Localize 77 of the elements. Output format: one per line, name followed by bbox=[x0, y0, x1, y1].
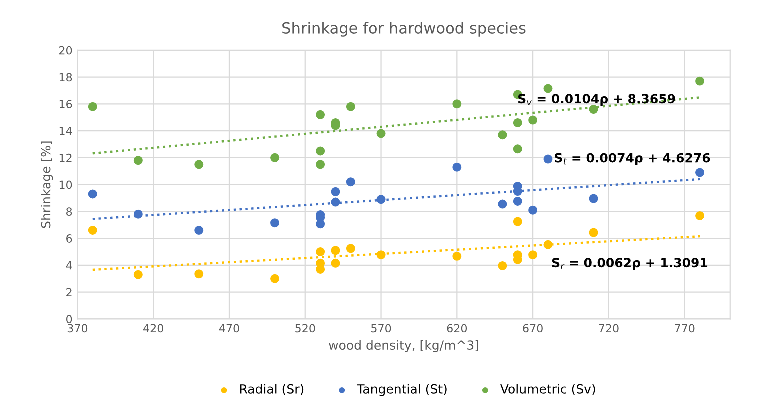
annotation: S$_{v}$ = 0.0104ρ + 8.3659 bbox=[518, 94, 676, 106]
point bbox=[498, 261, 508, 270]
point bbox=[589, 194, 598, 204]
point bbox=[528, 206, 538, 215]
x-tick-label: 420 bbox=[144, 324, 164, 333]
point bbox=[134, 210, 143, 219]
y-tick-label: 2 bbox=[66, 288, 72, 297]
x-axis-title: wood density, [kg/m^3] bbox=[329, 340, 478, 352]
point bbox=[346, 178, 356, 187]
y-tick-label: 20 bbox=[60, 46, 72, 55]
point bbox=[544, 84, 553, 94]
point bbox=[513, 217, 522, 226]
x-tick-label: 520 bbox=[296, 324, 316, 333]
point bbox=[513, 144, 522, 154]
y-tick-label: 14 bbox=[60, 127, 72, 136]
point bbox=[376, 250, 386, 260]
point bbox=[452, 162, 462, 172]
y-tick-label: 12 bbox=[60, 154, 72, 162]
point bbox=[498, 130, 508, 140]
point bbox=[270, 274, 280, 284]
y-tick-label: 8 bbox=[66, 208, 72, 216]
y-tick-label: 16 bbox=[60, 100, 72, 109]
y-tick-label: 4 bbox=[66, 262, 72, 270]
point bbox=[316, 160, 326, 170]
point bbox=[270, 153, 280, 162]
point bbox=[194, 270, 204, 279]
point bbox=[134, 270, 143, 280]
chart-title: Shrinkage for hardwood species bbox=[282, 22, 526, 37]
point bbox=[134, 156, 143, 166]
point bbox=[696, 76, 705, 86]
y-tick-label: 18 bbox=[60, 73, 72, 82]
point bbox=[513, 196, 522, 206]
point bbox=[331, 246, 340, 256]
point bbox=[544, 154, 553, 164]
x-tick-label: 720 bbox=[599, 324, 619, 333]
point bbox=[331, 198, 340, 207]
point bbox=[544, 240, 553, 250]
point bbox=[346, 102, 356, 112]
x-tick-label: 370 bbox=[68, 324, 88, 333]
point bbox=[331, 258, 340, 268]
point bbox=[376, 195, 386, 204]
annotation: S$_{r}$ = 0.0062ρ + 1.3091 bbox=[552, 258, 708, 270]
legend-label: Volumetric (Sv) bbox=[500, 384, 596, 396]
point bbox=[88, 190, 98, 199]
point bbox=[696, 168, 705, 178]
point bbox=[194, 226, 204, 235]
point bbox=[513, 118, 522, 128]
point bbox=[528, 116, 538, 125]
point bbox=[316, 146, 326, 156]
legend-label: Radial (Sr) bbox=[240, 384, 304, 396]
point bbox=[316, 220, 326, 229]
point bbox=[270, 218, 280, 228]
point bbox=[452, 100, 462, 109]
point bbox=[376, 129, 386, 138]
x-tick-label: 570 bbox=[372, 324, 392, 333]
x-tick-label: 620 bbox=[447, 324, 468, 333]
point bbox=[346, 244, 356, 254]
point bbox=[498, 200, 508, 209]
y-tick-label: 0 bbox=[66, 315, 72, 324]
point bbox=[88, 226, 98, 235]
point bbox=[589, 228, 598, 238]
legend-label: Tangential (St) bbox=[357, 384, 447, 396]
y-axis-title: Shrinkage [%] bbox=[41, 142, 54, 228]
annotation: S$_{t}$ = 0.0074ρ + 4.6276 bbox=[555, 153, 710, 166]
point bbox=[316, 110, 326, 120]
x-tick-label: 470 bbox=[219, 324, 240, 333]
point bbox=[528, 250, 538, 260]
point bbox=[452, 252, 462, 261]
y-tick-label: 6 bbox=[66, 234, 72, 243]
point bbox=[316, 248, 326, 256]
point bbox=[696, 211, 705, 220]
x-tick-label: 670 bbox=[523, 324, 543, 333]
y-tick-label: 10 bbox=[60, 180, 72, 190]
point bbox=[331, 187, 340, 196]
point bbox=[194, 160, 204, 170]
x-tick-label: 770 bbox=[675, 324, 695, 333]
point bbox=[88, 102, 98, 112]
